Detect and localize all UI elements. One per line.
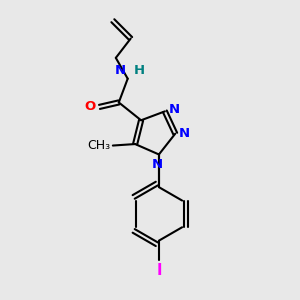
- Text: O: O: [85, 100, 96, 113]
- Text: N: N: [115, 64, 126, 77]
- Text: I: I: [156, 263, 162, 278]
- Text: H: H: [134, 64, 146, 77]
- Text: N: N: [179, 127, 190, 140]
- Text: N: N: [168, 103, 180, 116]
- Text: N: N: [152, 158, 163, 171]
- Text: CH₃: CH₃: [87, 139, 110, 152]
